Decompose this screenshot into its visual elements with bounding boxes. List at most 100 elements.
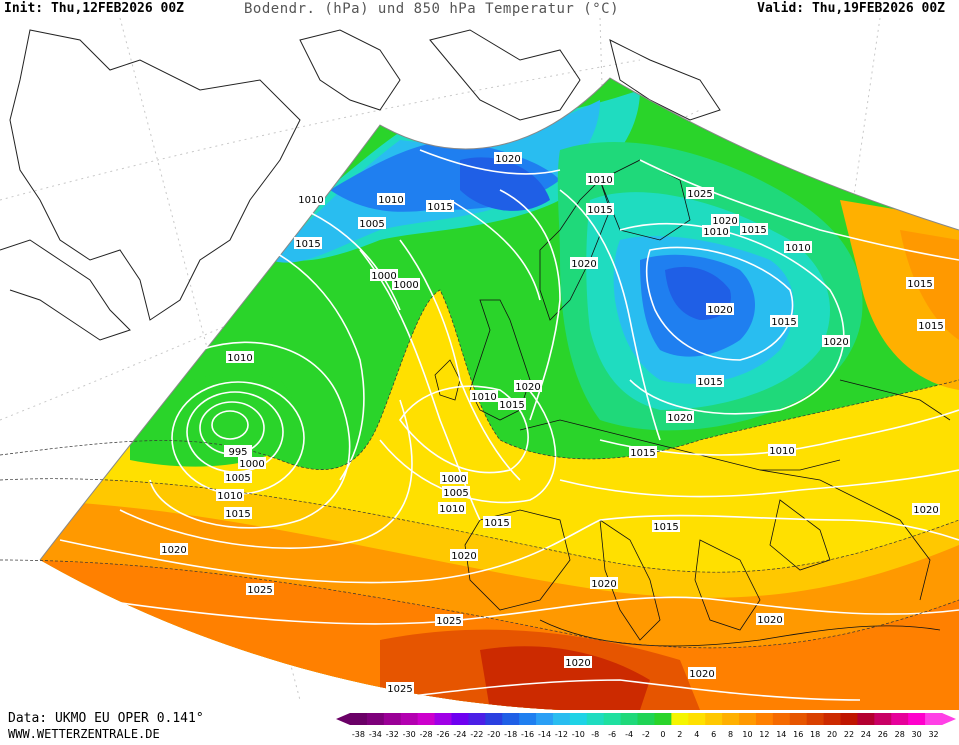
isobar-label: 1020 [565,658,590,669]
isobar-label: 1015 [295,239,320,250]
isobar-label: 1000 [441,474,466,485]
legend-tick-label: -30 [403,730,416,739]
legend-tick-label: 10 [742,730,752,739]
isobar-label-box [912,503,940,515]
isobar-label-box [442,486,470,498]
isobar-label: 1000 [371,271,396,282]
map-title: Bodendr. (hPa) und 850 hPa Temperatur (°… [244,1,620,17]
isobar-label-box [564,656,592,668]
legend-swatch [502,713,520,725]
isobar-label-box [711,214,739,226]
legend-tick-label: 12 [759,730,769,739]
legend-swatch [908,713,926,725]
isobar-label: 1005 [443,488,468,499]
legend-tick-label: 14 [776,730,786,739]
isobar-label-box [435,614,463,626]
legend-swatch [383,713,402,725]
legend-tick-label: 2 [677,730,682,739]
isobar-label: 1010 [378,195,403,206]
legend-swatch [586,713,605,725]
isobar-label-box [666,411,694,423]
isobar-labels: 1020101010151010100510151000100010201010… [160,152,945,695]
legend-tick-label: -28 [420,730,433,739]
legend-tick-label: 0 [660,730,665,739]
legend-swatch [891,713,909,725]
isobar-label: 1025 [687,189,712,200]
legend-tick-label: -34 [369,730,382,739]
isobar-label: 1010 [769,446,794,457]
isobar-label-box [917,319,945,331]
isobar-label-box [756,613,784,625]
isobar-label-box [590,577,618,589]
isobar-label-box [570,257,598,269]
legend-tick-label: -18 [504,730,517,739]
legend-arrow-left [336,713,350,725]
isobar-label-box [426,200,454,212]
legend-swatch [603,713,622,725]
legend-tick-label: -20 [487,730,500,739]
legend-swatch [519,713,537,725]
legend-swatch [569,713,588,725]
legend-tick-label: -2 [642,730,650,739]
site-link[interactable]: WWW.WETTERZENTRALE.DE [8,727,160,741]
isobar-label: 1020 [161,545,186,556]
isobar-label-box [586,173,614,185]
temperature-contours [0,289,959,649]
isobar-label-box [629,446,657,458]
legend-swatch [350,713,368,725]
isobar-label: 1010 [703,227,728,238]
isobar-label: 1020 [451,551,476,562]
legend-tick-label: 32 [928,730,938,739]
isobar-label: 1000 [393,280,418,291]
graticule [0,18,881,701]
coastline-outside [0,29,721,341]
legend-tick-label: 16 [793,730,803,739]
isobar-label: 1010 [785,243,810,254]
legend-swatch [688,713,706,725]
legend-swatch [434,713,452,725]
isobar-label-box [370,269,398,281]
isobar-label-box [740,223,768,235]
isobar-label: 1020 [571,259,596,270]
legend-tick-label: -8 [591,730,599,739]
isobar-label: 1005 [359,219,384,230]
legend-tick-label: -22 [470,730,483,739]
legend-tick-label: -16 [521,730,534,739]
isobar-label-box [450,549,478,561]
isobar-label-box [696,375,724,387]
isobar-label: 1005 [225,473,250,484]
legend-tick-label: -10 [572,730,585,739]
legend-tick-label: -24 [453,730,466,739]
legend-arrow-right [942,713,956,725]
legend-swatch [925,713,943,725]
legend-swatch [823,713,842,725]
isobar-label-box [358,217,386,229]
isobar-label: 1025 [247,585,272,596]
isobar-label-box [586,203,614,215]
legend-swatch [671,713,689,725]
isobar-label: 995 [228,447,247,458]
legend-tick-label: 28 [895,730,905,739]
isobar-label: 1020 [712,216,737,227]
domain-border [39,77,959,561]
isobar-label-box [377,193,405,205]
legend-swatch [789,713,808,725]
legend-swatch [468,713,486,725]
legend-swatch [857,713,875,725]
legend-swatch [620,713,639,725]
isobar-label-box [768,444,796,456]
legend-tick-label: -32 [386,730,399,739]
isobar-label-box [438,502,466,514]
legend-swatch [722,713,740,725]
legend-tick-label: 20 [827,730,837,739]
isobar-label: 1015 [630,448,655,459]
isobar-label: 1010 [227,353,252,364]
isobar-label-box [784,241,812,253]
isobar-label-box [216,489,244,501]
isobar-label: 1010 [471,392,496,403]
isobar-label-box [160,543,188,555]
isobar-label-box [297,193,325,205]
isobar-label-box [470,390,498,402]
legend-tick-label: -38 [352,730,365,739]
legend-swatch [705,713,723,725]
